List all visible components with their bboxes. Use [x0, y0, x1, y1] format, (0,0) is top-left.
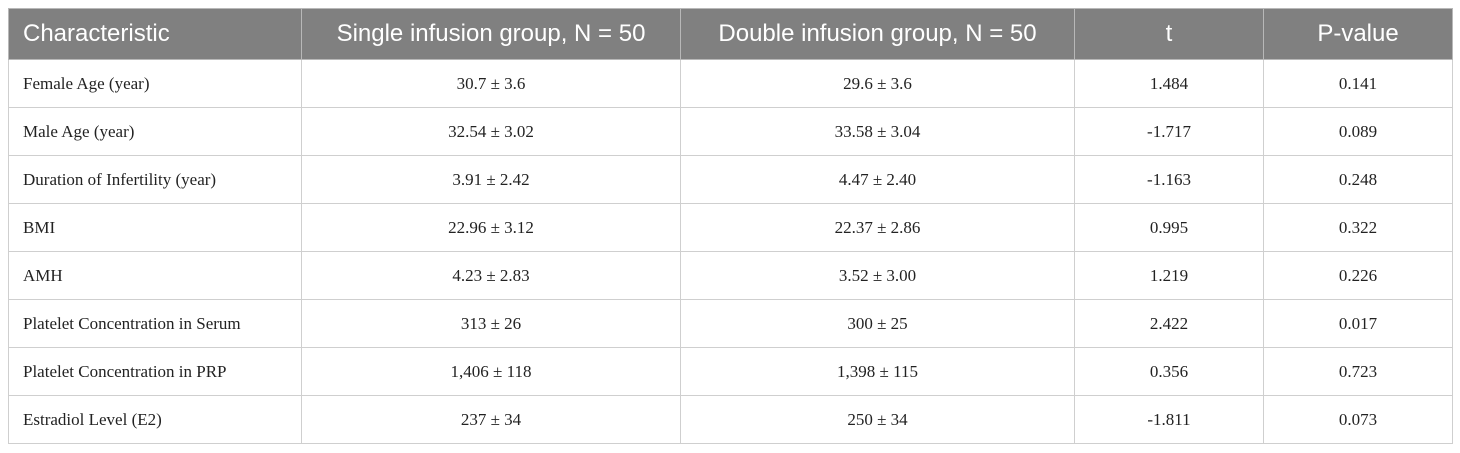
- table-cell: 4.23 ± 2.83: [301, 251, 681, 300]
- table-cell: 1.219: [1074, 251, 1264, 300]
- table-cell: AMH: [8, 251, 302, 300]
- table-cell: Estradiol Level (E2): [8, 395, 302, 444]
- table-cell: Duration of Infertility (year): [8, 155, 302, 204]
- table-cell: 0.017: [1263, 299, 1453, 348]
- table-cell: 0.356: [1074, 347, 1264, 396]
- table-row: Male Age (year) 32.54 ± 3.02 33.58 ± 3.04-…: [8, 107, 1453, 156]
- table-row: Platelet Concentration in Serum 313 ± 26 3…: [8, 299, 1453, 348]
- table-cell: 1,406 ± 118: [301, 347, 681, 396]
- table-cell: 32.54 ± 3.02: [301, 107, 681, 156]
- table-cell: Platelet Concentration in Serum: [8, 299, 302, 348]
- table-row: Female Age (year) 30.7 ± 3.6 29.6 ± 3.6 1.4…: [8, 59, 1453, 108]
- table-cell: 3.52 ± 3.00: [680, 251, 1075, 300]
- table-cell: 29.6 ± 3.6: [680, 59, 1075, 108]
- table-cell: 1,398 ± 115: [680, 347, 1075, 396]
- table-cell: 0.995: [1074, 203, 1264, 252]
- table-cell: -1.717: [1074, 107, 1264, 156]
- table-cell: 22.37 ± 2.86: [680, 203, 1075, 252]
- table-cell: 0.248: [1263, 155, 1453, 204]
- table-cell: 313 ± 26: [301, 299, 681, 348]
- table-cell: 250 ± 34: [680, 395, 1075, 444]
- table-cell: -1.163: [1074, 155, 1264, 204]
- table-cell: 0.073: [1263, 395, 1453, 444]
- table-cell: 30.7 ± 3.6: [301, 59, 681, 108]
- table-cell: 237 ± 34: [301, 395, 681, 444]
- header-row: Characteristic Single infusion group, N =…: [8, 8, 1453, 60]
- header-cell: P-value: [1263, 8, 1453, 60]
- header-cell: Single infusion group, N = 50: [301, 8, 681, 60]
- table-row: BMI 22.96 ± 3.12 22.37 ± 2.86 0.995 0.322: [8, 203, 1453, 252]
- header-cell: Characteristic: [8, 8, 302, 60]
- table-cell: 22.96 ± 3.12: [301, 203, 681, 252]
- table-row: Duration of Infertility (year) 3.91 ± 2.4…: [8, 155, 1453, 204]
- table-cell: 300 ± 25: [680, 299, 1075, 348]
- table-cell: Female Age (year): [8, 59, 302, 108]
- table-cell: 0.322: [1263, 203, 1453, 252]
- table-cell: Platelet Concentration in PRP: [8, 347, 302, 396]
- data-table: Characteristic Single infusion group, N =…: [8, 8, 1453, 444]
- table-body: Female Age (year) 30.7 ± 3.6 29.6 ± 3.6 1.4…: [8, 59, 1453, 444]
- table-cell: 2.422: [1074, 299, 1264, 348]
- table-cell: 0.141: [1263, 59, 1453, 108]
- table-cell: BMI: [8, 203, 302, 252]
- header-cell: t: [1074, 8, 1264, 60]
- table-cell: 1.484: [1074, 59, 1264, 108]
- header-cell: Double infusion group, N = 50: [680, 8, 1075, 60]
- table-cell: 33.58 ± 3.04: [680, 107, 1075, 156]
- table-row: Estradiol Level (E2) 237 ± 34 250 ± 34 -1.8…: [8, 395, 1453, 444]
- table-cell: Male Age (year): [8, 107, 302, 156]
- table-cell: 3.91 ± 2.42: [301, 155, 681, 204]
- table-row: AMH 4.23 ± 2.83 3.52 ± 3.00 1.219 0.226: [8, 251, 1453, 300]
- table-container: Characteristic Single infusion group, N =…: [8, 8, 1453, 444]
- table-cell: -1.811: [1074, 395, 1264, 444]
- table-cell: 0.226: [1263, 251, 1453, 300]
- table-cell: 4.47 ± 2.40: [680, 155, 1075, 204]
- table-cell: 0.723: [1263, 347, 1453, 396]
- table-cell: 0.089: [1263, 107, 1453, 156]
- table-row: Platelet Concentration in PRP 1,406 ± 118…: [8, 347, 1453, 396]
